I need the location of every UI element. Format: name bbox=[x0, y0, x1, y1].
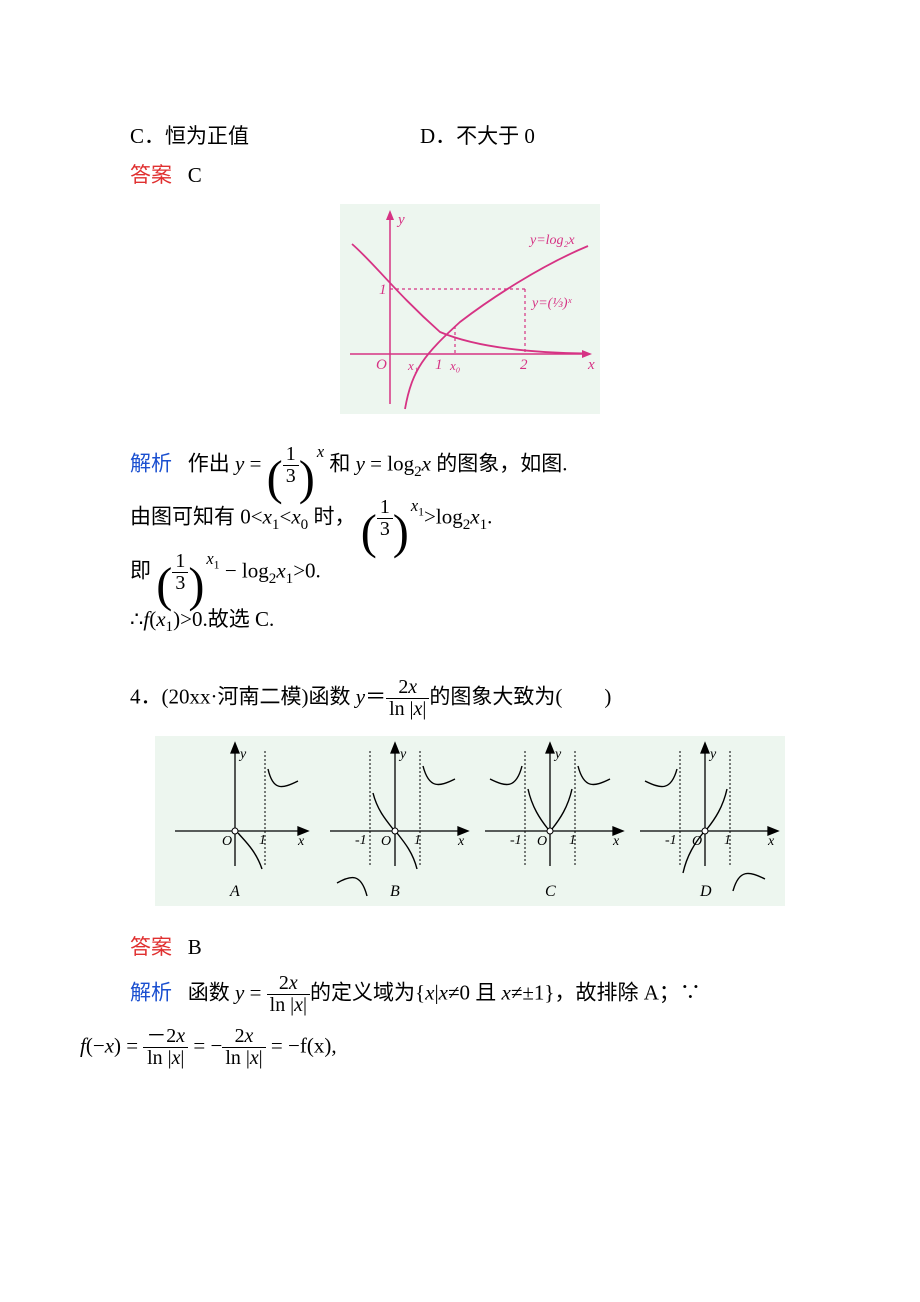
prev-analysis-2: 由图可知有 0<x1<x0 时， (13)x1>log2x1. bbox=[130, 497, 810, 541]
q4-frac: 2xln |x| bbox=[386, 677, 429, 720]
figure-1-svg: y x O 1 1 2 x₁ x₀ y=log₂x y=(⅓)ˣ bbox=[340, 204, 600, 414]
q4-answer-value: B bbox=[188, 935, 202, 959]
q4-answer-line: 答案 B bbox=[130, 932, 810, 964]
paren-1: ( bbox=[267, 444, 283, 488]
svg-text:O: O bbox=[222, 834, 232, 849]
q4-frac-pos: 2xln |x| bbox=[222, 1026, 265, 1069]
option-d: D．不大于 0 bbox=[420, 120, 535, 150]
svg-text:B: B bbox=[390, 883, 400, 900]
q4-stem: 4．(20xx·河南二模)函数 y＝2xln |x|的图象大致为( ) bbox=[130, 677, 810, 720]
svg-text:1: 1 bbox=[379, 282, 387, 298]
svg-text:y=(⅓)ˣ: y=(⅓)ˣ bbox=[530, 296, 572, 311]
svg-text:y: y bbox=[396, 212, 405, 228]
svg-text:y: y bbox=[238, 747, 247, 762]
analysis-label: 解析 bbox=[130, 451, 172, 475]
q4-frac-2: 2xln |x| bbox=[267, 973, 310, 1016]
q4-options-figure: y x O 1 A bbox=[130, 736, 810, 912]
q4-options-svg: y x O 1 A bbox=[155, 736, 785, 906]
exp-x: x bbox=[317, 440, 324, 465]
svg-text:O: O bbox=[381, 834, 391, 849]
svg-text:y=log₂x: y=log₂x bbox=[528, 233, 575, 248]
svg-text:C: C bbox=[545, 883, 556, 900]
frac-13-a: 13 bbox=[283, 444, 299, 487]
svg-text:O: O bbox=[376, 357, 387, 373]
svg-text:1: 1 bbox=[724, 833, 731, 848]
prev-analysis-1: 解析 作出 y = (13)x 和 y = log2x 的图象，如图. bbox=[130, 444, 810, 488]
q4-answer-label: 答案 bbox=[130, 935, 172, 959]
svg-text:-1: -1 bbox=[510, 833, 522, 848]
svg-text:1: 1 bbox=[569, 833, 576, 848]
svg-text:x: x bbox=[767, 834, 775, 849]
svg-text:y: y bbox=[398, 747, 407, 762]
svg-text:y: y bbox=[708, 747, 717, 762]
frac-13-b: 13 bbox=[377, 497, 393, 540]
answer-value: C bbox=[188, 163, 202, 187]
svg-text:x: x bbox=[457, 834, 465, 849]
q4-analysis-1: 解析 函数 y = 2xln |x|的定义域为{x|x≠0 且 x≠±1}，故排… bbox=[130, 973, 810, 1016]
svg-text:x₁: x₁ bbox=[407, 358, 418, 373]
domain-set: x bbox=[425, 981, 434, 1005]
svg-text:-1: -1 bbox=[665, 833, 677, 848]
exp-x1-a: x1 bbox=[411, 494, 424, 521]
q4-analysis-label: 解析 bbox=[130, 981, 172, 1005]
svg-text:x: x bbox=[587, 357, 595, 373]
svg-text:O: O bbox=[537, 834, 547, 849]
svg-text:1: 1 bbox=[435, 357, 443, 373]
prev-answer-line: 答案 C bbox=[130, 160, 810, 192]
svg-text:O: O bbox=[692, 834, 702, 849]
svg-text:A: A bbox=[229, 883, 240, 900]
svg-text:D: D bbox=[699, 883, 712, 900]
svg-text:x: x bbox=[297, 834, 305, 849]
svg-text:2: 2 bbox=[520, 357, 528, 373]
frac-13-c: 13 bbox=[172, 551, 188, 594]
figure-1: y x O 1 1 2 x₁ x₀ y=log₂x y=(⅓)ˣ bbox=[130, 204, 810, 420]
svg-text:x₀: x₀ bbox=[449, 358, 460, 373]
var-x: x bbox=[422, 451, 431, 475]
prev-question-options: C．恒为正值 D．不大于 0 bbox=[130, 120, 810, 150]
svg-text:y: y bbox=[553, 747, 562, 762]
svg-text:-1: -1 bbox=[355, 833, 367, 848]
prev-analysis-4: ∴f(x1)>0.故选 C. bbox=[130, 604, 810, 639]
svg-text:1: 1 bbox=[414, 833, 421, 848]
answer-label: 答案 bbox=[130, 163, 172, 187]
svg-text:x: x bbox=[612, 834, 620, 849]
svg-text:1: 1 bbox=[259, 833, 266, 848]
exp-x1-b: x1 bbox=[206, 547, 219, 574]
q4-analysis-2: f(−x) = －2xln |x| = −2xln |x| = −f(x), bbox=[80, 1026, 810, 1069]
q4-frac-neg: －2xln |x| bbox=[143, 1026, 188, 1069]
prev-analysis-3: 即 (13)x1 − log2x1>0. bbox=[130, 551, 810, 595]
option-c: C．恒为正值 bbox=[130, 120, 420, 150]
